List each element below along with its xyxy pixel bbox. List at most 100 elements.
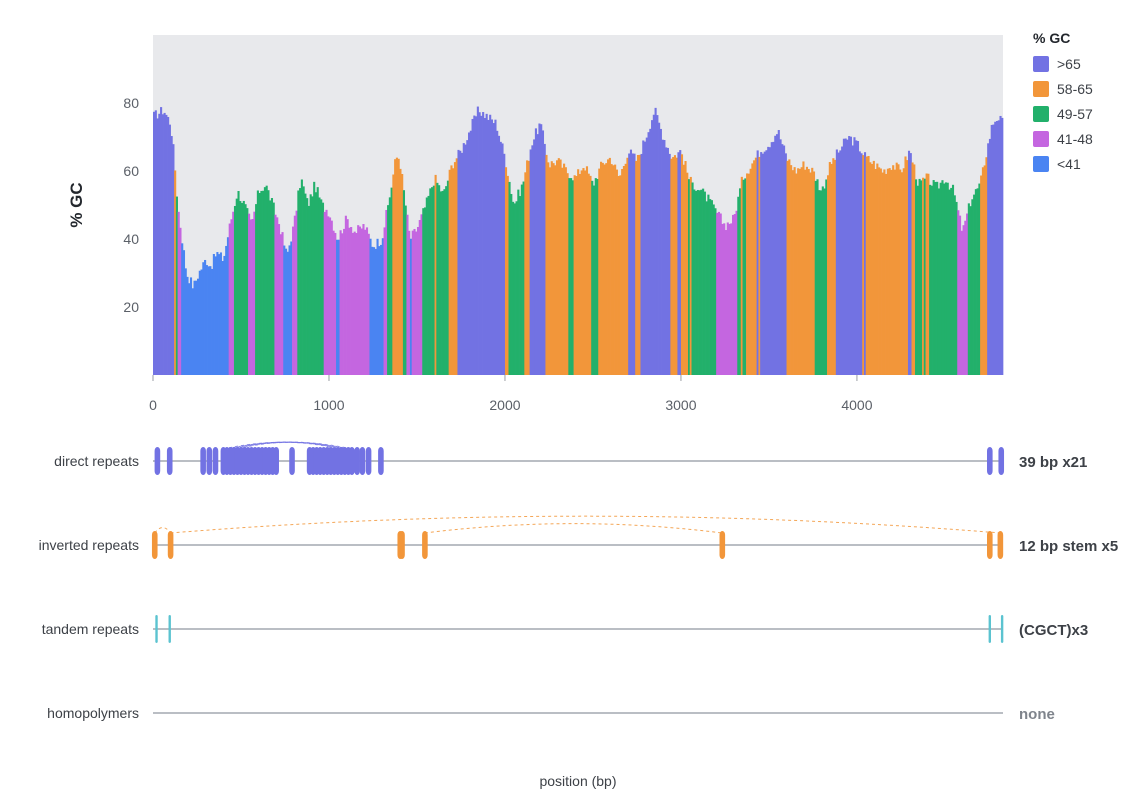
gc-bar bbox=[284, 248, 288, 375]
legend-label: <41 bbox=[1057, 156, 1081, 172]
repeat-mark bbox=[987, 531, 993, 559]
gc-bar bbox=[195, 280, 198, 375]
gc-bar bbox=[994, 121, 997, 375]
gc-bar bbox=[450, 165, 453, 375]
gc-bar bbox=[232, 211, 235, 375]
gc-bar bbox=[198, 270, 201, 375]
gc-bar bbox=[360, 228, 363, 375]
gc-bar bbox=[869, 162, 872, 375]
gc-bar bbox=[416, 226, 420, 375]
gc-bar bbox=[895, 162, 898, 375]
gc-bar bbox=[728, 223, 731, 375]
gc-bar bbox=[292, 226, 295, 375]
legend: % GC >65 58-65 49-57 41-48 <41 bbox=[1033, 30, 1093, 172]
gc-bar bbox=[812, 171, 816, 375]
gc-bar bbox=[321, 202, 325, 375]
gc-bar bbox=[221, 261, 224, 375]
gc-bar bbox=[226, 237, 230, 375]
gc-bar bbox=[536, 134, 539, 375]
gc-bar bbox=[944, 182, 948, 375]
gc-bar bbox=[413, 228, 416, 375]
gc-bar bbox=[369, 238, 372, 375]
gc-bar bbox=[358, 226, 362, 375]
gc-bar bbox=[971, 199, 974, 375]
gc-bar bbox=[422, 208, 425, 375]
gc-bar bbox=[763, 151, 766, 375]
gc-bar bbox=[626, 157, 629, 375]
gc-bar bbox=[731, 214, 735, 375]
gc-bar bbox=[797, 168, 800, 375]
gc-bar bbox=[253, 211, 256, 375]
gc-bar bbox=[809, 172, 812, 375]
gc-bar bbox=[277, 224, 281, 375]
repeat-mark bbox=[154, 447, 161, 475]
gc-bar bbox=[841, 146, 844, 375]
gc-bar bbox=[651, 120, 654, 376]
repeat-link-arc bbox=[223, 441, 352, 450]
gc-bar bbox=[270, 198, 274, 375]
gc-bar bbox=[960, 230, 963, 375]
gc-bar bbox=[323, 211, 326, 375]
gc-bar bbox=[744, 178, 747, 375]
gc-bar bbox=[501, 143, 504, 375]
gc-bar bbox=[959, 215, 962, 375]
gc-bar bbox=[167, 116, 170, 375]
gc-bar bbox=[304, 193, 307, 375]
gc-bar bbox=[911, 162, 914, 375]
repeat-link-arc bbox=[230, 441, 345, 450]
gc-bar bbox=[964, 220, 967, 375]
gc-bar bbox=[770, 142, 773, 375]
gc-bar bbox=[631, 153, 634, 375]
gc-bar bbox=[415, 231, 418, 375]
repeat-mark bbox=[998, 447, 1005, 475]
gc-bar bbox=[598, 168, 601, 375]
gc-bar bbox=[867, 155, 870, 375]
gc-bar bbox=[320, 199, 323, 375]
x-tick-label: 2000 bbox=[489, 397, 520, 413]
gc-bar bbox=[520, 184, 523, 375]
gc-bar bbox=[380, 244, 383, 375]
gc-bar bbox=[596, 178, 599, 375]
gc-bar bbox=[863, 152, 867, 375]
track-summary: none bbox=[1019, 706, 1055, 723]
gc-bar bbox=[951, 184, 955, 375]
repeat-mark bbox=[349, 447, 355, 475]
gc-bar bbox=[709, 199, 712, 375]
gc-bar bbox=[726, 222, 729, 375]
gc-bar bbox=[395, 157, 398, 375]
repeat-mark bbox=[988, 615, 992, 643]
gc-bar bbox=[691, 182, 694, 375]
gc-bar bbox=[999, 115, 1002, 375]
repeat-mark bbox=[200, 447, 206, 475]
gc-bar bbox=[160, 107, 163, 375]
gc-bar bbox=[584, 170, 587, 375]
gc-bar bbox=[915, 179, 918, 375]
gc-bar bbox=[783, 145, 786, 375]
gc-bar bbox=[966, 213, 969, 375]
gc-bar bbox=[327, 216, 330, 375]
gc-bar bbox=[218, 254, 221, 375]
gc-bar bbox=[973, 194, 976, 375]
repeat-mark bbox=[365, 447, 372, 475]
gc-bar bbox=[446, 180, 449, 375]
gc-bar bbox=[659, 128, 662, 375]
gc-bar bbox=[483, 118, 486, 375]
gc-bar bbox=[804, 169, 807, 375]
gc-bar bbox=[578, 173, 581, 375]
gc-bar bbox=[591, 180, 594, 375]
gc-bar bbox=[680, 154, 684, 375]
gc-bar bbox=[735, 210, 738, 375]
gc-bar bbox=[585, 166, 589, 375]
gc-bar bbox=[860, 153, 863, 375]
track-summary: 12 bp stem x5 bbox=[1019, 538, 1118, 555]
gc-bar bbox=[550, 161, 553, 375]
gc-bar bbox=[490, 119, 493, 376]
gc-bar bbox=[654, 107, 657, 376]
gc-bar bbox=[832, 158, 835, 375]
gc-bar bbox=[666, 147, 669, 375]
gc-bar bbox=[682, 164, 685, 375]
gc-bar bbox=[716, 212, 719, 375]
gc-bar bbox=[721, 223, 724, 375]
gc-bar bbox=[318, 197, 321, 375]
gc-bar bbox=[689, 176, 692, 375]
